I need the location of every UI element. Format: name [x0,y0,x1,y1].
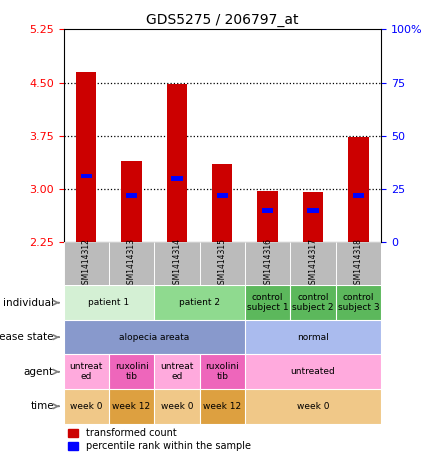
Bar [307,208,318,212]
Text: ruxolini
tib: ruxolini tib [205,362,239,381]
Bar [303,192,323,242]
Text: agent: agent [24,367,54,377]
Text: week 12: week 12 [113,402,151,411]
Text: control
subject 2: control subject 2 [292,293,334,313]
Text: alopecia areata: alopecia areata [119,333,189,342]
Text: normal: normal [297,333,329,342]
Bar [258,191,278,242]
Text: GSM1414317: GSM1414317 [308,238,318,289]
Bar [167,84,187,242]
Text: control
subject 1: control subject 1 [247,293,289,313]
Text: untreated: untreated [291,367,336,376]
Text: patient 1: patient 1 [88,298,130,307]
Text: GSM1414318: GSM1414318 [354,238,363,289]
Text: week 0: week 0 [297,402,329,411]
Bar [348,137,369,242]
Text: control
subject 3: control subject 3 [338,293,379,313]
Text: ruxolini
tib: ruxolini tib [115,362,148,381]
Text: GSM1414314: GSM1414314 [173,238,181,289]
Title: GDS5275 / 206797_at: GDS5275 / 206797_at [146,13,299,27]
Text: GSM1414316: GSM1414316 [263,238,272,289]
Text: GSM1414315: GSM1414315 [218,238,227,289]
Text: GSM1414313: GSM1414313 [127,238,136,289]
Text: week 0: week 0 [70,402,102,411]
Bar [171,176,183,181]
Bar [81,174,92,178]
Bar [121,161,142,242]
Legend: transformed count, percentile rank within the sample: transformed count, percentile rank withi… [68,429,251,451]
Text: disease state: disease state [0,332,54,342]
Bar [126,193,137,198]
Text: patient 2: patient 2 [179,298,220,307]
Text: GSM1414312: GSM1414312 [82,238,91,289]
Bar [217,193,228,198]
Bar [353,193,364,198]
Text: week 0: week 0 [161,402,193,411]
Text: individual: individual [3,298,54,308]
Text: week 12: week 12 [203,402,241,411]
Text: untreat
ed: untreat ed [160,362,194,381]
Text: time: time [30,401,54,411]
Text: untreat
ed: untreat ed [70,362,103,381]
Bar [76,72,96,242]
Bar [212,164,233,242]
Bar [262,208,273,212]
